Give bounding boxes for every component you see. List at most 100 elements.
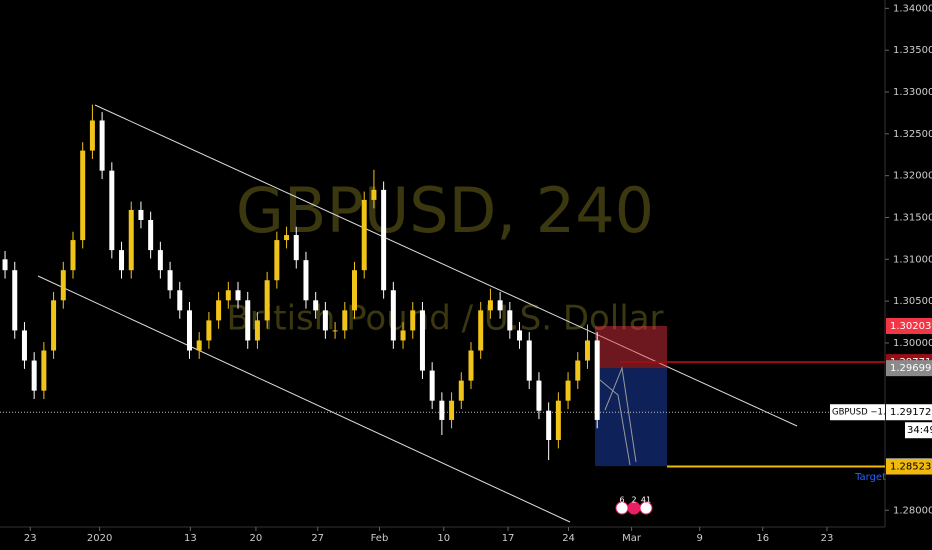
event-count: 41: [641, 496, 651, 505]
candle-body: [536, 380, 542, 411]
candle-body: [235, 290, 241, 301]
candle-body: [390, 290, 396, 341]
symbol-label: GBPUSD −1.28%: [832, 408, 905, 418]
target-line-price-tag: 1.28523: [890, 462, 931, 473]
candle-body: [497, 300, 503, 311]
x-tick-label: 20: [250, 533, 263, 544]
candle-body: [216, 300, 222, 321]
candle-body: [274, 240, 280, 281]
candle-body: [478, 310, 484, 351]
y-tick-label: 1.30500: [893, 296, 932, 307]
x-tick-label: 24: [562, 533, 575, 544]
projection-arrow: [604, 366, 637, 463]
candle-body: [584, 340, 590, 361]
candle-body: [41, 350, 47, 391]
y-tick-label: 1.28000: [893, 505, 932, 516]
candle-body: [12, 270, 18, 331]
candle-body: [109, 170, 115, 251]
symbol-label-bg: [830, 404, 885, 421]
candle-body: [555, 400, 561, 441]
candle-body: [99, 120, 105, 171]
candle-body: [284, 235, 290, 241]
entry-price-tag-bg: [886, 360, 932, 377]
countdown: 34:49: [907, 425, 932, 436]
candle-body: [410, 310, 416, 331]
last-price: 1.29172: [890, 407, 931, 418]
candle-body: [2, 259, 8, 271]
x-tick-label: Feb: [371, 533, 389, 544]
candle-body: [361, 199, 367, 271]
candle-body: [254, 320, 260, 341]
x-tick-label: 13: [184, 533, 197, 544]
y-tick-label: 1.33000: [893, 87, 932, 98]
event-count: 6: [619, 496, 624, 505]
watermark-title: GBPUSD, 240: [236, 174, 654, 247]
candle-body: [575, 360, 581, 381]
x-tick-label: 17: [502, 533, 515, 544]
event-count: 2: [631, 496, 636, 505]
candle-body: [565, 380, 571, 401]
candle-body: [400, 330, 406, 341]
x-tick-label: 16: [756, 533, 769, 544]
candle-body: [342, 310, 348, 331]
candle-body: [128, 209, 134, 271]
y-tick-label: 1.31500: [893, 212, 932, 223]
trend-line: [37, 275, 571, 523]
x-tick-label: 10: [437, 533, 450, 544]
candle-body: [51, 300, 57, 351]
candle-body: [419, 310, 425, 371]
candle-body: [546, 410, 552, 441]
x-tick-label: 9: [696, 533, 702, 544]
trend-line: [94, 104, 798, 427]
candle-body: [332, 330, 338, 332]
candle-body: [594, 340, 600, 420]
entry-price-tag: 1.29699: [890, 363, 931, 374]
candle-body: [439, 400, 445, 420]
candle-body: [487, 300, 493, 311]
candle-body: [458, 380, 464, 401]
candle-body: [313, 300, 319, 311]
candle-body: [186, 310, 192, 351]
candle-body: [381, 189, 387, 291]
candle-body: [21, 330, 27, 361]
candle-body: [526, 340, 532, 381]
event-icon: [639, 501, 653, 515]
candle-body: [517, 330, 523, 341]
y-tick-label: 1.32000: [893, 171, 932, 182]
candle-body: [468, 350, 474, 381]
last-price-bg: [886, 404, 932, 421]
candle-body: [371, 189, 377, 200]
stop-price-tag: 1.30203: [890, 321, 931, 332]
candle-body: [245, 300, 251, 341]
candle-body: [60, 270, 66, 301]
x-tick-label: 2020: [87, 533, 112, 544]
candle-body: [89, 120, 95, 151]
x-tick-label: 23: [821, 533, 834, 544]
countdown-bg: [905, 422, 932, 439]
candle-body: [70, 240, 76, 271]
candle-body: [303, 260, 309, 301]
y-tick-label: 1.33500: [893, 45, 932, 56]
target-line-price-tag-bg: [886, 458, 932, 475]
candle-body: [167, 270, 173, 291]
candle-body: [138, 209, 144, 221]
candle-body: [293, 235, 299, 261]
y-tick-label: 1.31000: [893, 254, 932, 265]
x-tick-label: 23: [24, 533, 37, 544]
target-zone: [595, 368, 667, 467]
y-tick-label: 1.30000: [893, 338, 932, 349]
candle-body: [80, 150, 86, 241]
candle-body: [119, 250, 125, 271]
candle-body: [206, 320, 212, 341]
candle-body: [264, 280, 270, 321]
candle-body: [352, 270, 358, 311]
candle-body: [31, 360, 37, 391]
y-tick-label: 1.34000: [893, 3, 932, 14]
candle-body: [157, 250, 163, 271]
y-tick-label: 1.32500: [893, 129, 932, 140]
candle-body: [507, 310, 513, 331]
x-tick-label: Mar: [622, 533, 642, 544]
x-tick-label: 27: [311, 533, 324, 544]
target-label: Target: [854, 472, 886, 483]
